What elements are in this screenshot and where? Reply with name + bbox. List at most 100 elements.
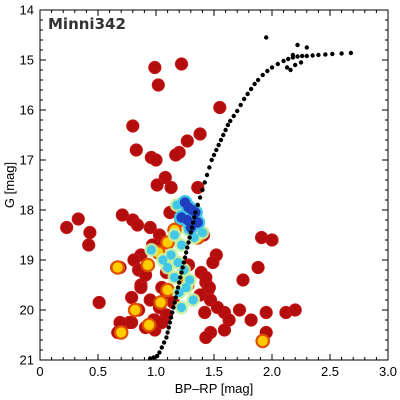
isochrone-point: [175, 285, 181, 290]
highlight-star-point: [127, 302, 143, 318]
member-star-point: [130, 218, 145, 232]
x-tick-label: 1.5: [205, 364, 223, 379]
isochrone-point: [218, 137, 224, 143]
member-star-point: [210, 300, 225, 315]
member-star-point: [155, 315, 169, 330]
density-cyan-point: [158, 255, 168, 265]
y-tick-label: 16: [20, 103, 34, 118]
isochrone-point: [330, 51, 335, 57]
isochrone-point: [171, 305, 176, 310]
isochrone-point: [284, 65, 290, 70]
density-cyan-point: [181, 282, 191, 293]
member-star-point: [213, 100, 227, 115]
isochrone-point: [181, 260, 187, 265]
member-star-point: [251, 260, 265, 275]
y-tick-label: 20: [20, 303, 34, 318]
isochrone-point: [170, 310, 175, 315]
isochrone-point: [167, 320, 173, 325]
isochrone-point: [265, 68, 270, 74]
y-tick-label: 15: [20, 53, 34, 68]
isochrone-point: [182, 255, 188, 260]
highlight-star-point: [141, 317, 157, 333]
isochrone-point: [348, 50, 354, 56]
member-star-point: [164, 180, 178, 195]
isochrone-point: [304, 45, 309, 50]
member-star-point: [125, 290, 139, 305]
density-cyan-point: [176, 302, 187, 313]
y-tick-label: 21: [20, 353, 34, 368]
isochrone-point: [228, 118, 233, 124]
isochrone-point: [186, 240, 191, 245]
isochrone-point: [221, 132, 226, 138]
member-star-point: [236, 273, 250, 287]
isochrone-point: [295, 54, 300, 59]
x-tick-label: 3.0: [379, 364, 397, 379]
isochrone-point: [172, 300, 177, 305]
density-cyan-point: [163, 262, 173, 273]
isochrone-point: [179, 270, 184, 275]
isochrone-point: [164, 335, 169, 340]
isochrone-point: [290, 52, 296, 58]
isochrone-point: [225, 122, 231, 128]
isochrone-point: [255, 77, 261, 83]
y-axis-label: G [mag]: [2, 162, 17, 208]
plot-area: [60, 35, 354, 360]
highlight-star-point: [110, 260, 126, 275]
isochrone-point: [264, 35, 269, 40]
isochrone-point: [209, 157, 214, 163]
isochrone-point: [180, 265, 185, 270]
member-star-point: [288, 303, 302, 317]
isochrone-point: [241, 96, 247, 102]
member-star-point: [193, 127, 207, 141]
member-star-point: [206, 255, 220, 270]
member-star-point: [199, 330, 213, 345]
isochrone-point: [178, 275, 183, 280]
x-axis-label: BP–RP [mag]: [175, 381, 254, 396]
member-star-point: [83, 225, 97, 240]
isochrone-point: [323, 52, 328, 57]
isochrone-point: [188, 230, 193, 235]
isochrone-point: [157, 350, 162, 355]
isochrone-point: [192, 215, 197, 220]
density-cyan-point: [176, 240, 187, 250]
member-star-point: [129, 143, 143, 157]
isochrone-point: [216, 142, 221, 148]
highlight-star-point: [140, 257, 156, 273]
x-tick-label: 0.5: [89, 364, 107, 379]
member-star-point: [150, 178, 164, 192]
density-cyan-point: [188, 295, 198, 305]
y-tick-label: 17: [20, 153, 34, 168]
member-star-point: [149, 153, 163, 167]
isochrone-point: [200, 187, 205, 193]
isochrone-point: [310, 53, 315, 58]
density-cyan-point: [169, 272, 180, 283]
highlight-star-point: [255, 333, 271, 349]
isochrone-point: [281, 58, 286, 64]
member-star-point: [151, 78, 165, 92]
isochrone-point: [168, 315, 174, 320]
axis-ticks: 0 0.5 1.0 1.5 2.0 2.5 3.0 14 15 16 17 18 19 20 21: [20, 3, 398, 380]
density-cyan-point: [173, 257, 183, 268]
member-star-point: [148, 60, 162, 75]
isochrone-point: [159, 345, 164, 350]
member-star-point: [254, 230, 269, 245]
isochrone-point: [197, 195, 203, 200]
member-star-point: [169, 148, 183, 162]
highlight-star-point: [160, 282, 175, 298]
member-star-point: [60, 220, 74, 235]
isochrone-point: [339, 51, 344, 56]
isochrone-point: [183, 250, 189, 255]
y-tick-label: 19: [20, 253, 34, 268]
x-tick-label: 2.0: [263, 364, 281, 379]
y-tick-label: 18: [20, 203, 34, 218]
isochrone-point: [286, 56, 291, 62]
density-cyan-point: [189, 232, 199, 243]
chart-title: Minni342: [48, 15, 126, 33]
isochrone-point: [260, 72, 265, 78]
isochrone-point: [177, 280, 182, 285]
isochrone-point: [248, 86, 254, 92]
isochrone-point: [148, 356, 153, 360]
member-star-point: [174, 57, 189, 71]
member-star-point: [232, 303, 247, 317]
